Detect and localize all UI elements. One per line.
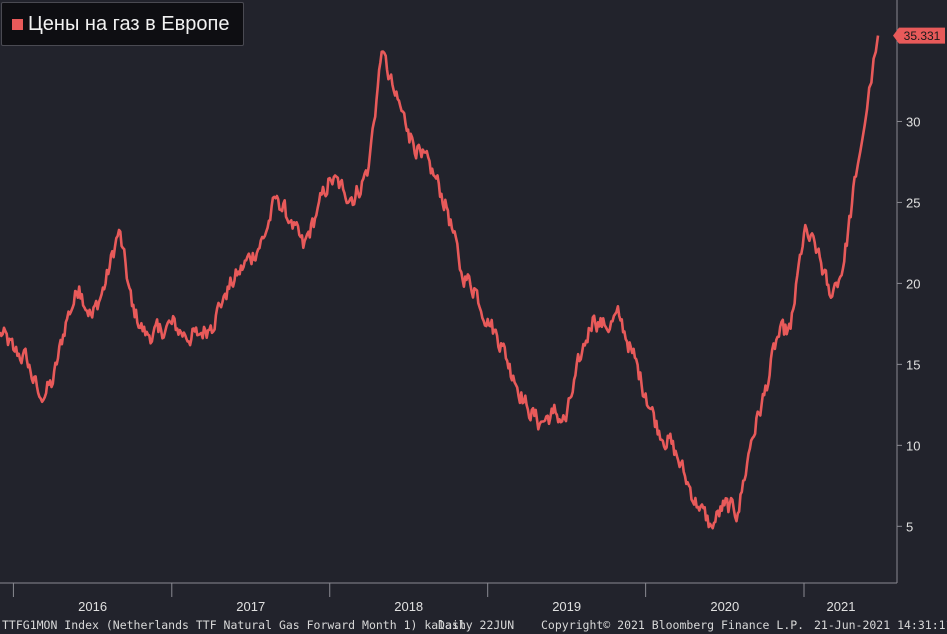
footer-copyright: Copyright© 2021 Bloomberg Finance L.P. <box>541 618 805 632</box>
footer-frequency: Daily 22JUN <box>438 618 515 632</box>
x-tick-label: 2021 <box>827 599 856 614</box>
axes <box>0 0 898 584</box>
legend-swatch <box>12 18 23 30</box>
x-tick-label: 2019 <box>552 599 581 614</box>
legend: Цены на газ в Европе <box>1 2 244 46</box>
series <box>0 35 880 530</box>
last-value-tag-shape <box>893 27 945 44</box>
y-ticks: 5 10 15 20 25 30 <box>897 114 920 534</box>
footer-timestamp: 21-Jun-2021 14:31:11 <box>814 618 947 632</box>
y-tick-label: 15 <box>906 357 920 372</box>
series-line <box>0 35 880 530</box>
last-value-tag: 35.331 <box>893 27 945 44</box>
y-tick-label: 30 <box>906 114 920 129</box>
y-tick-label: 10 <box>906 438 920 453</box>
x-tick-label: 2018 <box>394 599 423 614</box>
y-tick-label: 25 <box>906 195 920 210</box>
x-ticks: 2016 2017 2018 2019 2020 2021 <box>12 583 856 614</box>
x-tick-label: 2020 <box>710 599 739 614</box>
x-tick-label: 2016 <box>78 599 107 614</box>
legend-label: Цены на газ в Европе <box>28 12 230 35</box>
footer-ticker: TTFG1MON Index (Netherlands TTF Natural … <box>2 618 466 632</box>
x-tick-label: 2017 <box>236 599 265 614</box>
last-value-label: 35.331 <box>904 29 941 43</box>
footer-bar: TTFG1MON Index (Netherlands TTF Natural … <box>0 617 947 634</box>
y-tick-label: 5 <box>906 519 913 534</box>
y-tick-label: 20 <box>906 276 920 291</box>
